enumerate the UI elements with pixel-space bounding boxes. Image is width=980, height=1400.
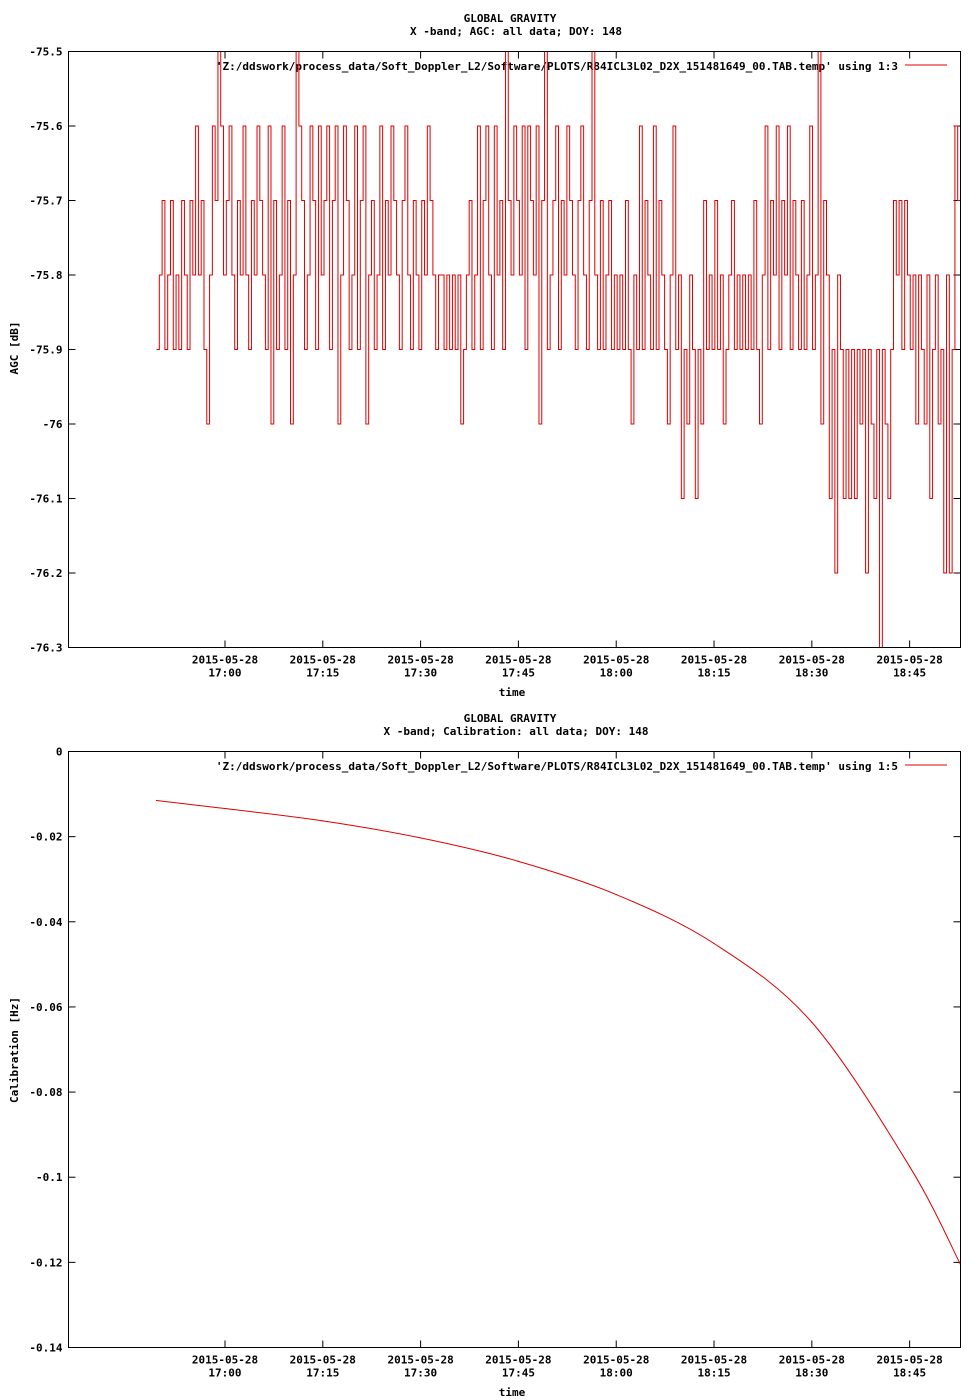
- series-layer: [156, 51, 961, 648]
- x-tick-label-date: 2015-05-28: [290, 1354, 356, 1367]
- y-tick-label: -75.9: [29, 344, 62, 357]
- y-tick-label: -0.06: [29, 1001, 62, 1014]
- x-tick-label-date: 2015-05-28: [485, 654, 551, 667]
- y-tick-label: -0.1: [36, 1171, 63, 1184]
- x-tick-label-time: 18:15: [697, 1367, 730, 1380]
- x-tick-label-time: 17:15: [306, 1367, 339, 1380]
- y-tick-label: -0.02: [29, 831, 62, 844]
- x-axis-label: time: [499, 1386, 526, 1399]
- y-tick-label: -76.3: [29, 642, 62, 655]
- x-tick-label-time: 18:30: [795, 667, 828, 680]
- y-tick-label: -0.08: [29, 1086, 62, 1099]
- x-tick-label-time: 18:45: [893, 1367, 926, 1380]
- x-tick-label-time: 17:45: [502, 1367, 535, 1380]
- x-tick-label-time: 18:15: [697, 667, 730, 680]
- x-tick-label-date: 2015-05-28: [387, 654, 453, 667]
- x-tick-label-time: 17:45: [502, 667, 535, 680]
- x-tick-label-date: 2015-05-28: [387, 1354, 453, 1367]
- y-tick-label: -76.2: [29, 567, 62, 580]
- y-tick-label: -76: [43, 418, 63, 431]
- y-tick-label: 0: [56, 746, 63, 759]
- y-axis-label: AGC [dB]: [8, 322, 21, 375]
- y-tick-label: -75.5: [29, 46, 62, 59]
- axis-ticks: -75.5 -75.6 -75.7 -75.8 -75.9 -76 -76.1 -76.2 -7…: [29, 46, 961, 680]
- y-tick-label: -75.6: [29, 120, 62, 133]
- x-tick-label-date: 2015-05-28: [485, 1354, 551, 1367]
- x-tick-label-time: 18:30: [795, 1367, 828, 1380]
- chart-subtitle: X -band; Calibration: all data; DOY: 148: [384, 725, 649, 738]
- x-tick-label-date: 2015-05-28: [583, 654, 649, 667]
- plot-frame: [68, 751, 961, 1348]
- x-tick-label-time: 18:00: [600, 667, 633, 680]
- x-tick-label-time: 17:15: [306, 667, 339, 680]
- axis-ticks: 0 -0.02 -0.04 -0.06 -0.08 -0.1 -0.12 -0.14 2015-…: [29, 746, 961, 1380]
- x-tick-label-time: 18:00: [600, 1367, 633, 1380]
- x-tick-label-date: 2015-05-28: [290, 654, 356, 667]
- y-tick-label: -0.04: [29, 916, 62, 929]
- y-tick-label: -0.14: [29, 1342, 62, 1355]
- x-tick-label-time: 17:30: [404, 667, 437, 680]
- y-tick-label: -75.8: [29, 269, 62, 282]
- chart-subtitle: X -band; AGC: all data; DOY: 148: [410, 25, 622, 38]
- legend-label: 'Z:/ddswork/process_data/Soft_Doppler_L2…: [216, 760, 898, 773]
- chart-title: GLOBAL GRAVITY: [464, 12, 557, 25]
- calibration-chart: GLOBAL GRAVITY X -band; Calibration: all…: [8, 712, 962, 1399]
- chart-title: GLOBAL GRAVITY: [464, 712, 557, 725]
- y-axis-label: Calibration [Hz]: [8, 997, 21, 1103]
- x-tick-label-time: 17:00: [208, 1367, 241, 1380]
- agc-chart: GLOBAL GRAVITY X -band; AGC: all data; D…: [8, 12, 961, 699]
- x-tick-label-date: 2015-05-28: [583, 1354, 649, 1367]
- x-tick-label-time: 17:00: [208, 667, 241, 680]
- x-tick-label-date: 2015-05-28: [779, 1354, 845, 1367]
- x-axis-label: time: [499, 686, 526, 699]
- series-layer: [155, 799, 962, 1266]
- legend-label: 'Z:/ddswork/process_data/Soft_Doppler_L2…: [216, 60, 898, 73]
- x-tick-label-date: 2015-05-28: [681, 1354, 747, 1367]
- x-tick-label-date: 2015-05-28: [779, 654, 845, 667]
- x-tick-label-time: 17:30: [404, 1367, 437, 1380]
- y-tick-label: -75.7: [29, 195, 62, 208]
- x-tick-label-date: 2015-05-28: [877, 1354, 943, 1367]
- y-tick-label: -76.1: [29, 493, 62, 506]
- x-tick-label-date: 2015-05-28: [877, 654, 943, 667]
- series-line: [156, 51, 961, 648]
- x-tick-label-date: 2015-05-28: [192, 1354, 258, 1367]
- x-tick-label-date: 2015-05-28: [192, 654, 258, 667]
- x-tick-label-date: 2015-05-28: [681, 654, 747, 667]
- x-tick-label-time: 18:45: [893, 667, 926, 680]
- y-tick-label: -0.12: [29, 1256, 62, 1269]
- plot-frame: [68, 51, 961, 648]
- series-line: [156, 799, 961, 1265]
